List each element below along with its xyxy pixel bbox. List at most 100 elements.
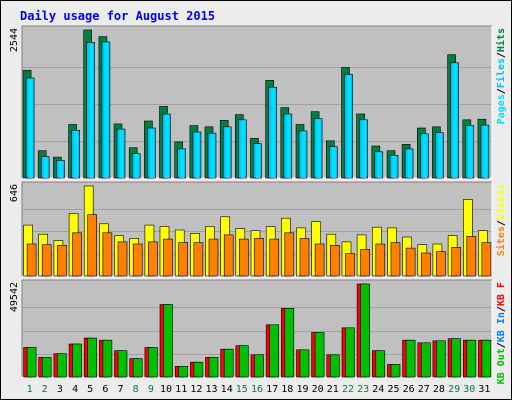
hits-legend-item-4: / bbox=[496, 52, 507, 58]
sites-bar bbox=[57, 245, 67, 277]
sites-bar bbox=[163, 238, 173, 277]
chart-panels: 2544Pages/Files/Hits646Sites/Visits49542… bbox=[9, 25, 507, 384]
day-label: 19 bbox=[296, 384, 308, 395]
day-label: 4 bbox=[72, 384, 78, 395]
kb-out-bar bbox=[72, 343, 82, 378]
day-label: 15 bbox=[236, 384, 248, 395]
kb-out-bar bbox=[466, 339, 477, 378]
kbytes-max-label: 49542 bbox=[9, 282, 20, 312]
day-label: 18 bbox=[281, 384, 293, 395]
sites-bar bbox=[208, 238, 219, 277]
day-label: 5 bbox=[87, 384, 93, 395]
sites-bar bbox=[329, 245, 340, 277]
sites-bar bbox=[481, 242, 492, 277]
day-label: 24 bbox=[372, 384, 384, 395]
pages-bar bbox=[286, 114, 291, 178]
pages-bar bbox=[301, 131, 306, 178]
pages-bar bbox=[149, 128, 154, 178]
kb-out-bar bbox=[87, 337, 97, 378]
kb-out-bar bbox=[57, 353, 67, 378]
sites-bar bbox=[117, 241, 128, 277]
day-label: 1 bbox=[27, 384, 33, 395]
sites-bar bbox=[102, 232, 113, 277]
kb-out-bar bbox=[420, 342, 431, 378]
day-labels: 1 2 3 4 5 6 7 8 9 10 11 12 13 14 15 16 17 18 19 20 21 22 23 24 2… bbox=[27, 384, 491, 395]
day-label: 12 bbox=[190, 384, 202, 395]
day-label: 11 bbox=[175, 384, 187, 395]
pages-bar bbox=[392, 155, 397, 178]
sites-bar bbox=[269, 238, 280, 277]
kb-out-bar bbox=[223, 348, 234, 378]
pages-bar bbox=[437, 133, 442, 178]
sites-bar bbox=[466, 236, 477, 277]
pages-bar bbox=[468, 126, 473, 178]
day-label: 26 bbox=[403, 384, 415, 395]
pages-bar bbox=[89, 43, 94, 178]
kb-out-bar bbox=[329, 354, 340, 378]
kb-out-bar bbox=[178, 365, 188, 378]
sites-bar bbox=[375, 243, 386, 277]
day-label: 31 bbox=[478, 384, 490, 395]
day-label: 14 bbox=[221, 384, 233, 395]
hits-legend-item-3: Files bbox=[495, 58, 507, 88]
day-label: 22 bbox=[342, 384, 354, 395]
sites-bar bbox=[26, 243, 37, 277]
kb-out-bar bbox=[360, 283, 370, 378]
pages-bar bbox=[225, 127, 230, 178]
pages-bar bbox=[407, 149, 412, 178]
sites-bar bbox=[41, 244, 52, 277]
kbytes-legend-item-4: / bbox=[496, 306, 507, 312]
hits-legend-item-1: Pages bbox=[496, 94, 507, 124]
kb-out-bar bbox=[41, 356, 52, 378]
day-label: 13 bbox=[205, 384, 217, 395]
sites-bar bbox=[390, 242, 401, 277]
kb-out-bar bbox=[284, 307, 295, 378]
pages-bar bbox=[180, 149, 185, 178]
kb-out-bar bbox=[26, 347, 37, 378]
pages-bar bbox=[165, 114, 169, 178]
kbytes-legend-item-5: KB F bbox=[496, 282, 507, 306]
kbytes-legend: KB Out/KB In/KB F bbox=[496, 282, 507, 384]
day-label: 30 bbox=[463, 384, 475, 395]
sites-bar bbox=[299, 238, 310, 277]
day-label: 17 bbox=[266, 384, 278, 395]
hits-legend-item-5: Hits bbox=[495, 28, 507, 52]
chart-title: Daily usage for August 2015 bbox=[20, 9, 215, 23]
pages-bar bbox=[210, 133, 215, 178]
pages-bar bbox=[316, 119, 321, 178]
pages-bar bbox=[483, 125, 488, 178]
day-label: 21 bbox=[327, 384, 339, 395]
sites-bar bbox=[72, 232, 82, 277]
pages-bar bbox=[453, 63, 458, 178]
kb-out-bar bbox=[481, 339, 492, 378]
visits-legend-item-1: Sites bbox=[495, 226, 507, 256]
kbytes-bars bbox=[23, 283, 492, 378]
kb-out-bar bbox=[375, 350, 386, 378]
day-label: 28 bbox=[433, 384, 445, 395]
pages-bar bbox=[331, 147, 336, 178]
pages-bar bbox=[377, 152, 382, 178]
visits-legend: Sites/Visits bbox=[495, 184, 507, 256]
day-label: 8 bbox=[133, 384, 139, 395]
day-label: 3 bbox=[57, 384, 63, 395]
pages-bar bbox=[240, 120, 245, 178]
sites-bar bbox=[405, 247, 416, 277]
sites-bar bbox=[223, 234, 234, 277]
kb-out-bar bbox=[390, 364, 401, 378]
kb-out-bar bbox=[163, 304, 173, 378]
hits-legend: Pages/Files/Hits bbox=[495, 28, 507, 124]
day-label: 23 bbox=[357, 384, 369, 395]
kb-out-bar bbox=[451, 338, 461, 378]
day-label: 9 bbox=[148, 384, 154, 395]
pages-bar bbox=[58, 161, 63, 178]
sites-bar bbox=[436, 251, 446, 277]
sites-bar bbox=[254, 238, 264, 277]
day-label: 10 bbox=[160, 384, 172, 395]
day-label: 2 bbox=[42, 384, 48, 395]
kb-out-bar bbox=[117, 350, 128, 378]
sites-bar bbox=[239, 238, 249, 277]
visits-panel: 646 Sites/Visits bbox=[9, 181, 507, 277]
pages-bar bbox=[195, 132, 200, 178]
